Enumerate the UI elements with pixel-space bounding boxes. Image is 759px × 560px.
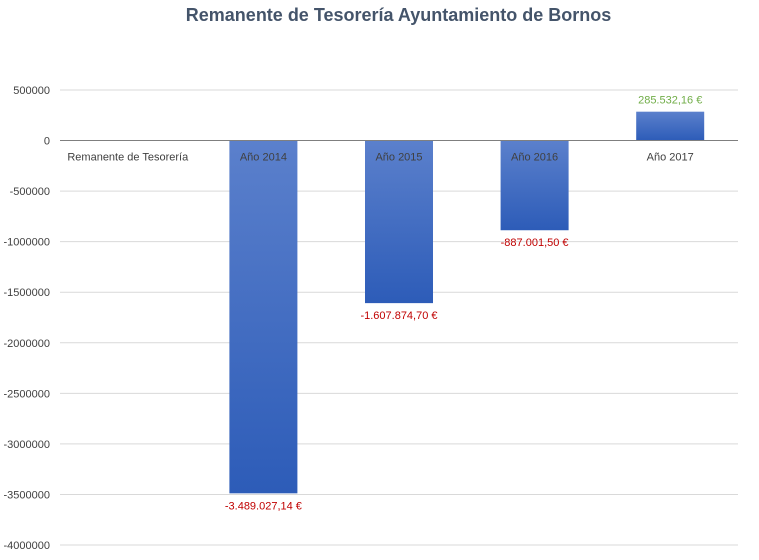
x-tick-label: Año 2014 bbox=[240, 152, 287, 164]
bar bbox=[500, 140, 569, 231]
bars bbox=[229, 111, 705, 494]
y-tick-label: -1000000 bbox=[4, 237, 51, 249]
chart-title: Remanente de Tesorería Ayuntamiento de B… bbox=[185, 5, 612, 25]
y-tick-label: -3000000 bbox=[4, 439, 51, 451]
data-label: -3.489.027,14 € bbox=[225, 500, 302, 512]
y-axis-ticks: 500000 0 -500000 -1000000 -1500000 -2000000 -2… bbox=[4, 85, 51, 552]
data-label: 285.532,16 € bbox=[638, 95, 702, 107]
bar bbox=[229, 140, 298, 494]
y-tick-label: -3500000 bbox=[4, 489, 51, 501]
y-tick-label: -500000 bbox=[10, 186, 50, 198]
data-labels: -3.489.027,14 € -1.607.874,70 € -887.001,5… bbox=[225, 95, 702, 513]
y-tick-label: -1500000 bbox=[4, 287, 51, 299]
bar bbox=[636, 111, 705, 141]
x-tick-label: Año 2017 bbox=[647, 152, 694, 164]
y-tick-label: 500000 bbox=[13, 85, 50, 97]
x-tick-label: Año 2016 bbox=[511, 152, 558, 164]
data-label: -887.001,50 € bbox=[501, 237, 569, 249]
x-tick-label: Año 2015 bbox=[375, 152, 422, 164]
y-tick-label: -2000000 bbox=[4, 338, 51, 350]
y-tick-label: 0 bbox=[44, 136, 50, 148]
y-tick-label: -4000000 bbox=[4, 540, 51, 552]
bar bbox=[365, 140, 433, 304]
data-label: -1.607.874,70 € bbox=[360, 310, 437, 322]
x-tick-label: Remanente de Tesorería bbox=[67, 152, 189, 164]
x-axis-labels: Remanente de Tesorería Año 2014 Año 2015 Añ… bbox=[67, 152, 693, 164]
y-tick-label: -2500000 bbox=[4, 388, 51, 400]
